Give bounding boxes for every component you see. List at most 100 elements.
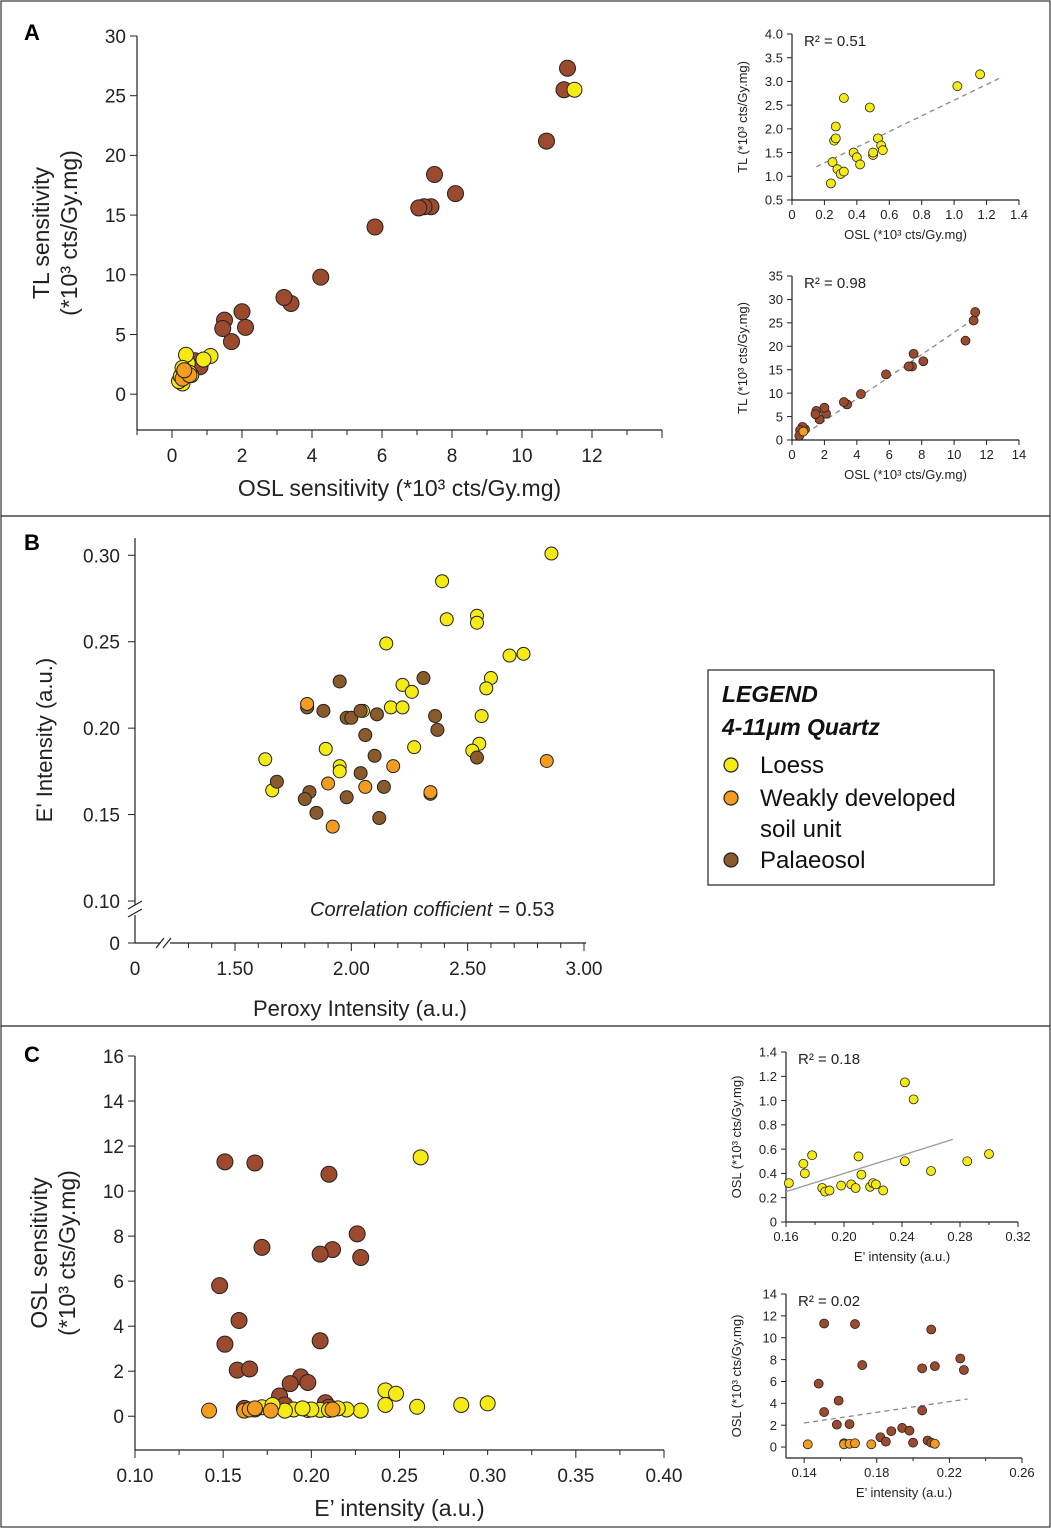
point-weak (386, 759, 401, 774)
point-palaeosol (904, 1425, 915, 1436)
point-palaeosol (426, 165, 443, 183)
x-tick-label: 6 (886, 447, 893, 462)
x-tick-label: 0.10 (117, 1466, 154, 1487)
x-tick-label: 0.15 (205, 1466, 242, 1487)
x-tick-label: 0.30 (469, 1466, 506, 1487)
y-tick-label: 1.5 (765, 145, 783, 160)
x-axis-label: E’ intensity (a.u.) (314, 1495, 484, 1521)
point-palaeosol (230, 1312, 248, 1330)
point-loess (258, 752, 273, 767)
point-palaeosol_b (316, 703, 331, 718)
point-palaeosol (881, 369, 891, 380)
point-loess (908, 1094, 919, 1105)
point-palaeosol_b (428, 709, 443, 724)
y-tick-label: 0.15 (83, 806, 120, 827)
y-tick-label: 0.25 (83, 633, 120, 654)
y-tick-label: 5 (115, 325, 126, 346)
y-tick-label: 10 (769, 386, 783, 401)
point-palaeosol (366, 218, 384, 236)
point-loess (383, 700, 398, 715)
x-tick-label: 0.25 (381, 1466, 418, 1487)
point-loess (469, 615, 484, 630)
x-tick-label: 14 (1012, 447, 1026, 462)
point-weak (176, 362, 193, 379)
point-palaeosol (856, 389, 866, 399)
point-loess (838, 93, 849, 103)
x-tick-label: 0.32 (1005, 1229, 1030, 1244)
point-loess (377, 1396, 394, 1413)
point-palaeosol (299, 1373, 317, 1391)
x-tick-label: 2.00 (333, 959, 370, 980)
point-palaeosol (216, 1153, 234, 1171)
point-palaeosol (275, 288, 293, 306)
panel-frame-a (0, 0, 1051, 517)
point-loess (826, 178, 836, 189)
point-palaeosol (929, 1361, 940, 1372)
y-axis-label: E' Intensity (a.u.) (32, 658, 57, 822)
point-loess (798, 1158, 809, 1169)
point-loess (407, 740, 422, 755)
y-tick-label: 12 (103, 1137, 124, 1158)
point-loess (566, 81, 583, 98)
x-tick-label: 0.18 (864, 1465, 889, 1480)
y-tick-label: 5 (776, 409, 783, 424)
x-tick-label: 0.40 (646, 1466, 683, 1487)
x-tick-label: 0.20 (293, 1466, 330, 1487)
x-axis-label: OSL (*10³ cts/Gy.mg) (844, 227, 967, 242)
r-squared-annotation: R² = 0.51 (804, 33, 866, 50)
point-loess (853, 1151, 864, 1162)
point-loess (864, 102, 875, 113)
legend-title: LEGEND (722, 681, 818, 707)
point-palaeosol (880, 1436, 891, 1447)
point-palaeosol (312, 268, 330, 286)
x-tick-label: 8 (447, 446, 458, 467)
point-loess (439, 612, 454, 627)
correlation-value: = 0.53 (498, 899, 554, 921)
y-tick-label: 10 (105, 266, 126, 287)
y-axis-label-1: OSL sensitivity (26, 1177, 52, 1329)
point-palaeosol_b (367, 748, 382, 763)
chart-c-main: 0 2 4 6 8 10 12 14 16 0.10 0.15 0.20 0.25 0.30 0.35 0.4… (26, 1047, 682, 1521)
point-palaeosol (968, 315, 979, 326)
legend-marker-palaeosol (723, 852, 739, 868)
point-palaeosol (959, 1365, 969, 1375)
x-tick-label: 0 (167, 446, 178, 467)
point-loess (387, 1385, 404, 1402)
point-loess (868, 147, 878, 158)
x-tick-label: 0.8 (913, 207, 931, 222)
point-palaeosol (917, 1363, 928, 1374)
point-loess (856, 1169, 867, 1180)
panel-label-a: A (24, 20, 40, 45)
trend-line (816, 76, 1004, 168)
point-loess (332, 764, 347, 779)
x-tick-label: 0.16 (773, 1229, 798, 1244)
point-loess (799, 1168, 810, 1179)
y-tick-label: 1.2 (759, 1069, 777, 1084)
point-weak (246, 1400, 263, 1417)
point-palaeosol_b (339, 790, 354, 805)
x-tick-label: 0 (788, 447, 795, 462)
x-tick-label: 8 (918, 447, 925, 462)
legend-marker-loess (723, 757, 739, 773)
point-palaeosol (237, 318, 254, 336)
chart-a-inset-loess: 0.5 1.0 1.5 2.0 2.5 3.0 3.5 4.0 0 0.2 0.4 0.6 0.8 1.0… (735, 27, 1028, 242)
point-loess (404, 684, 419, 699)
point-palaeosol (538, 132, 555, 150)
x-axis-break (155, 937, 172, 949)
point-weak (539, 753, 554, 768)
point-palaeosol_b (469, 750, 484, 765)
x-tick-label: 4 (307, 446, 318, 467)
point-palaeosol (838, 397, 849, 407)
x-axis-label: E’ intensity (a.u.) (854, 1249, 950, 1264)
point-palaeosol (241, 1360, 259, 1378)
y-tick-label: 0 (776, 433, 783, 448)
x-tick-label: 1.2 (978, 207, 996, 222)
point-palaeosol (352, 1249, 370, 1267)
point-palaeosol (214, 320, 232, 338)
point-palaeosol_b (353, 703, 368, 718)
point-weak (423, 785, 438, 800)
point-palaeosol (926, 1324, 937, 1335)
x-tick-label: 2 (237, 446, 248, 467)
point-loess (479, 681, 494, 696)
